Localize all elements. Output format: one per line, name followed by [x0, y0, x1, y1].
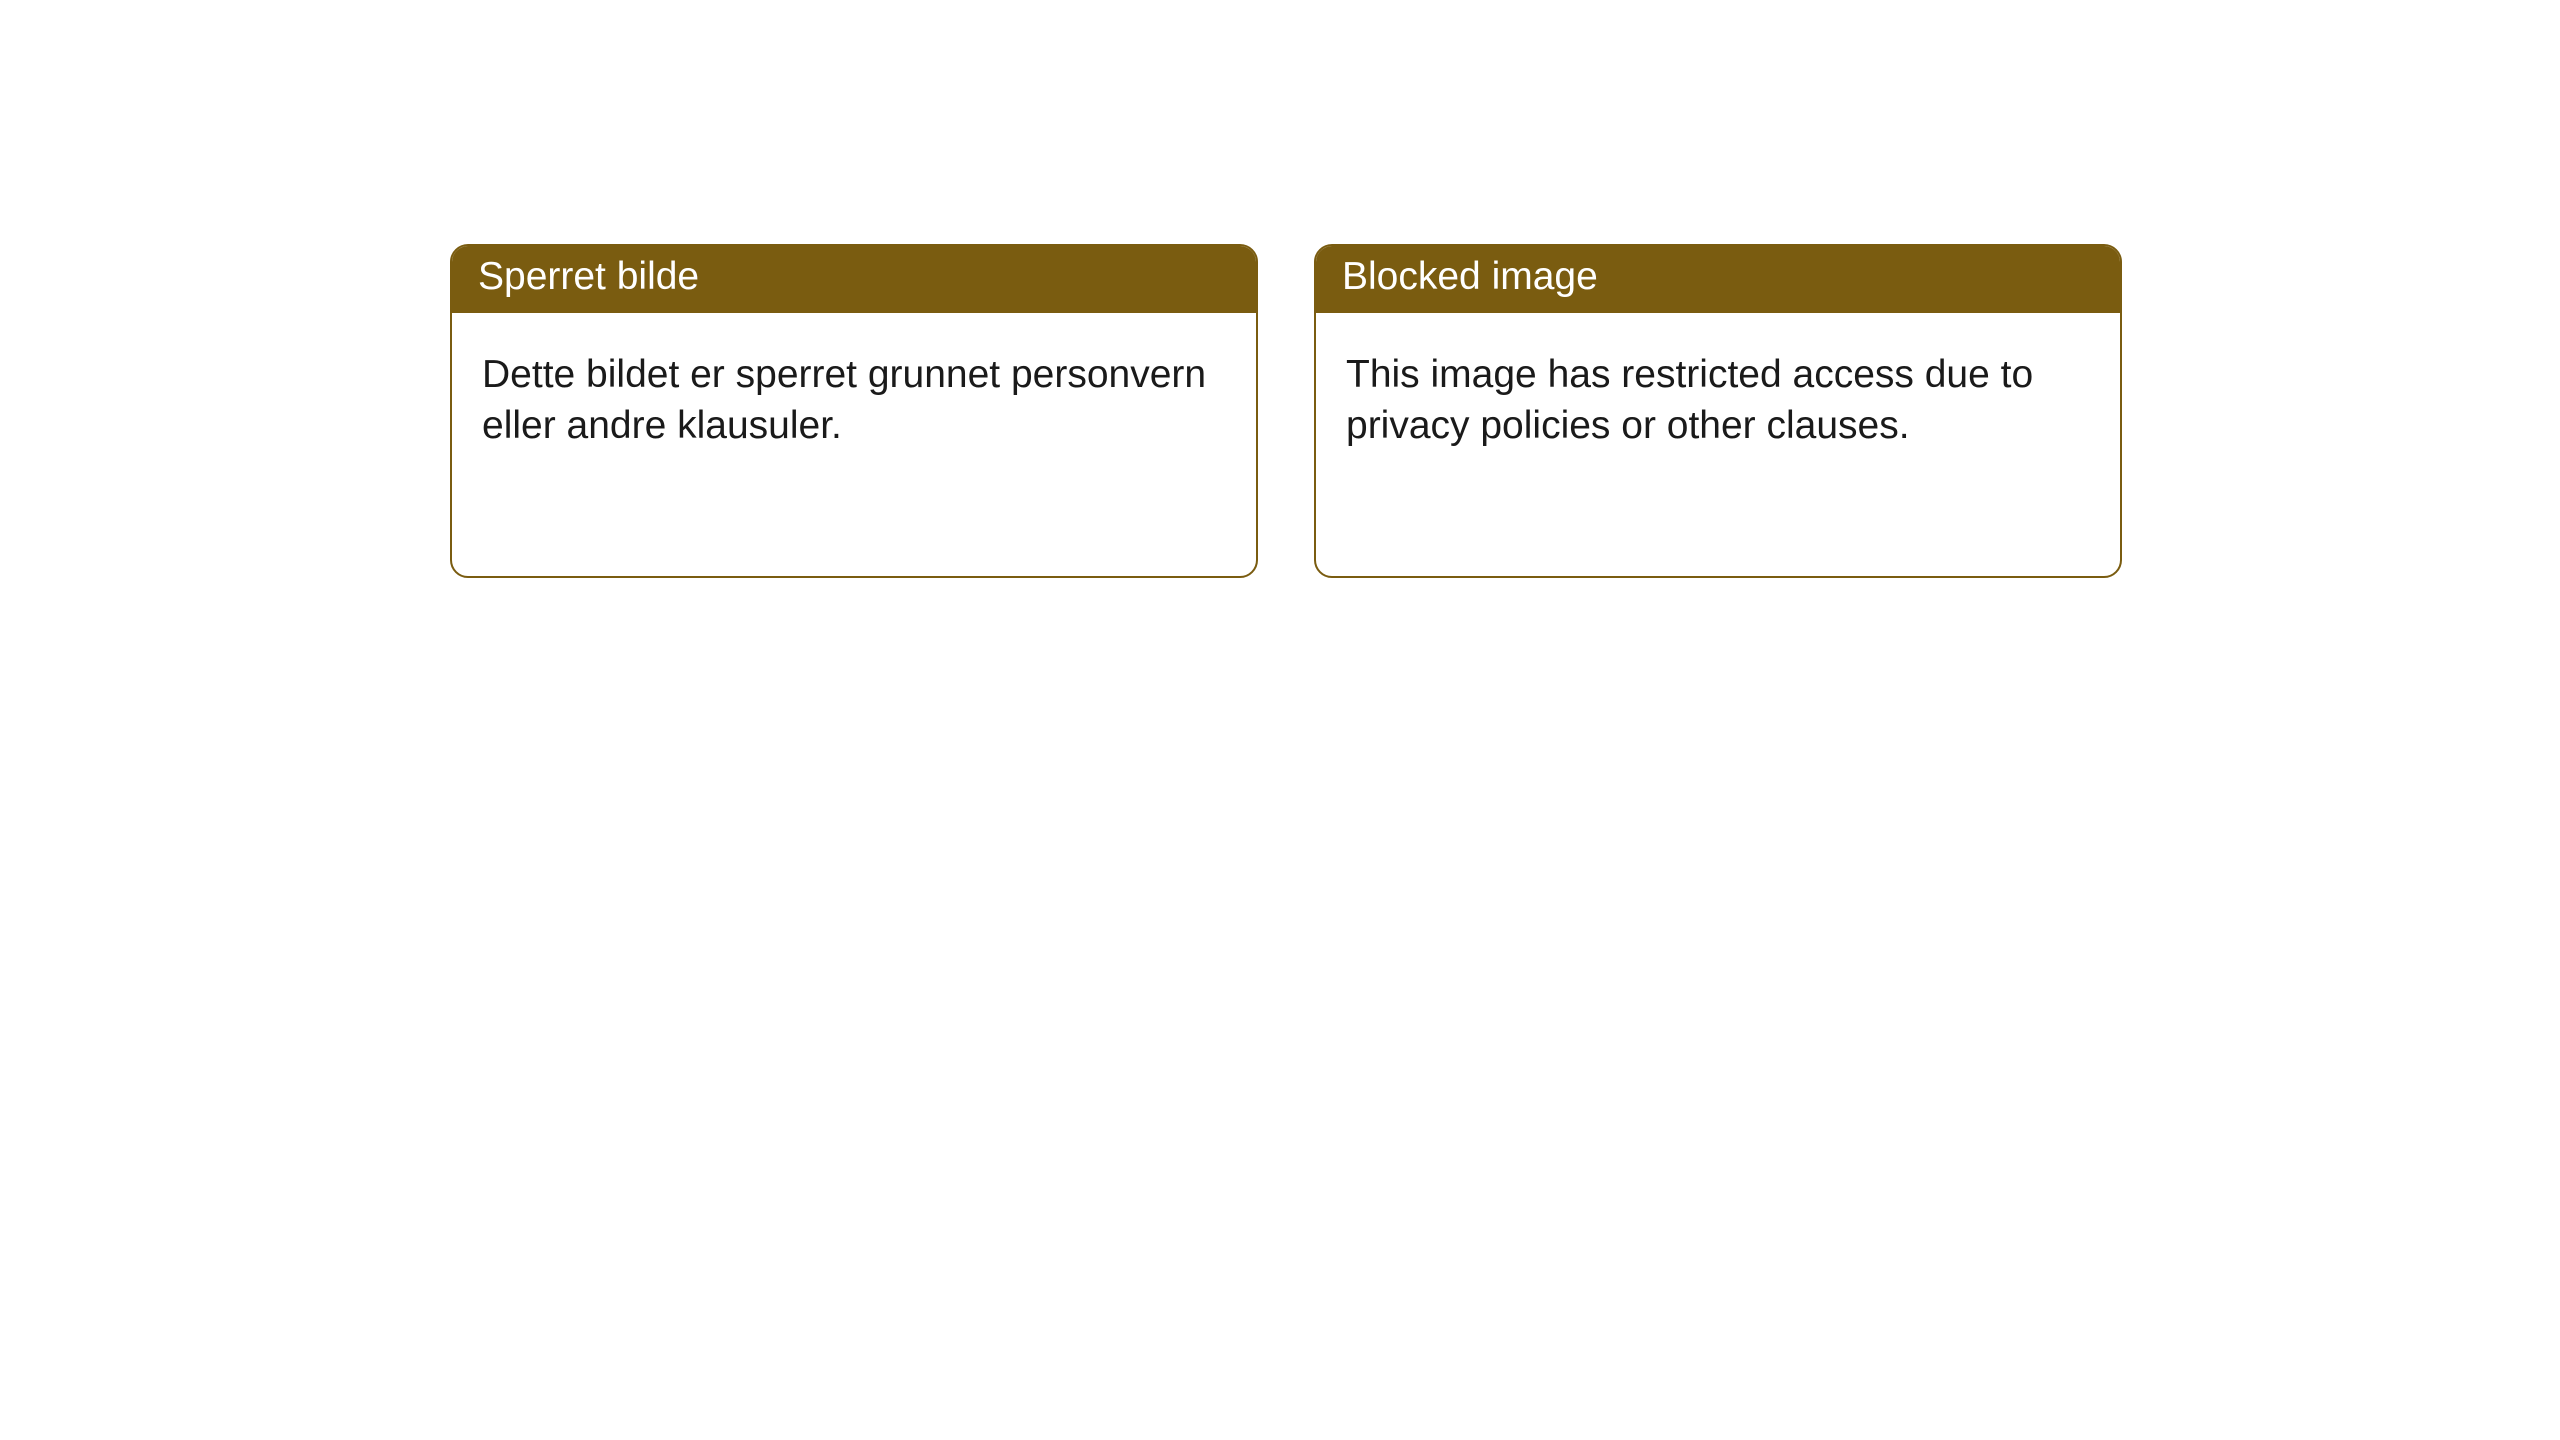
notice-header: Blocked image	[1316, 246, 2120, 313]
notice-container: Sperret bilde Dette bildet er sperret gr…	[0, 0, 2560, 578]
notice-card-english: Blocked image This image has restricted …	[1314, 244, 2122, 578]
notice-body: This image has restricted access due to …	[1316, 313, 2120, 480]
notice-card-norwegian: Sperret bilde Dette bildet er sperret gr…	[450, 244, 1258, 578]
notice-body: Dette bildet er sperret grunnet personve…	[452, 313, 1256, 480]
notice-header: Sperret bilde	[452, 246, 1256, 313]
